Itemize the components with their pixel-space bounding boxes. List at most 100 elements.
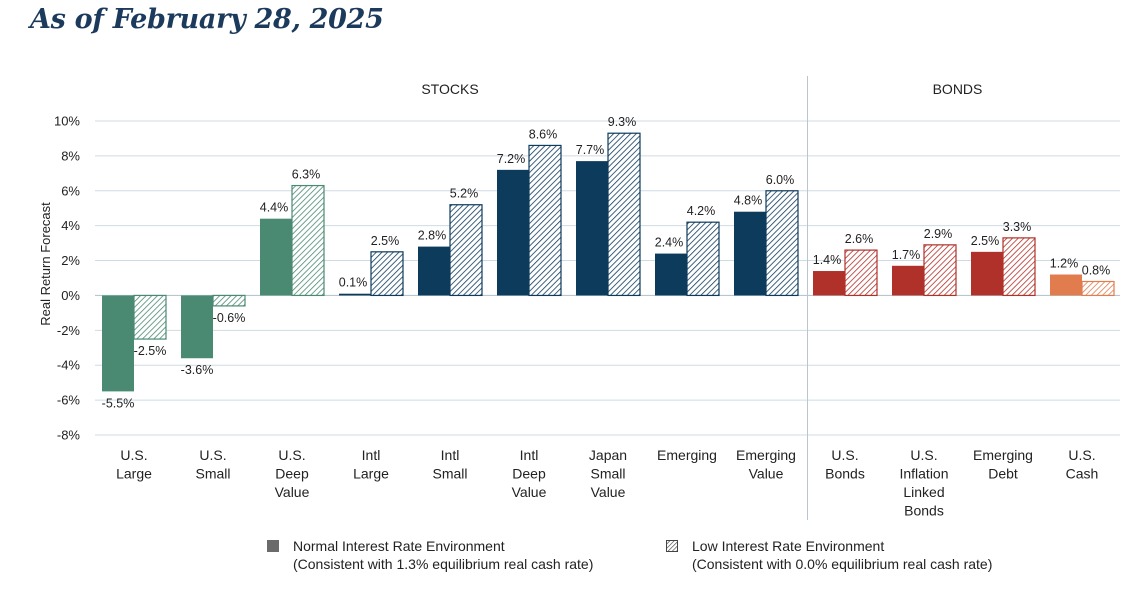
bar-low-rate — [923, 244, 957, 297]
data-label: 0.8% — [1082, 263, 1111, 277]
section-label: STOCKS — [421, 81, 478, 97]
legend-swatch-solid — [267, 540, 279, 552]
category-label: Cash — [1066, 466, 1099, 482]
category-label: Bonds — [825, 466, 865, 482]
data-label: 1.7% — [892, 248, 921, 262]
category-label: U.S. — [910, 447, 937, 463]
bar-low-rate — [607, 132, 641, 297]
data-label: 6.3% — [292, 168, 321, 182]
data-label: 3.3% — [1003, 220, 1032, 234]
y-tick-label: 8% — [61, 148, 80, 163]
data-label: -3.6% — [181, 363, 214, 377]
bar-low-rate — [370, 251, 404, 297]
bar-normal-rate — [181, 295, 213, 359]
category-label: Intl — [441, 447, 460, 463]
y-tick-label: 2% — [61, 253, 80, 268]
category-label: U.S. — [120, 447, 147, 463]
legend-note-normal: (Consistent with 1.3% equilibrium real c… — [293, 556, 594, 572]
y-tick-label: 6% — [61, 183, 80, 198]
category-label: U.S. — [831, 447, 858, 463]
category-label: Large — [116, 466, 152, 482]
category-label: Bonds — [904, 503, 944, 519]
bar-low-rate — [1002, 237, 1036, 297]
bar-low-rate — [844, 249, 878, 297]
category-label: Inflation — [899, 466, 948, 482]
bar-normal-rate — [418, 246, 450, 296]
data-label: 8.6% — [529, 127, 558, 141]
data-label: 1.4% — [813, 253, 842, 267]
bar-normal-rate — [734, 211, 766, 296]
y-tick-label: 10% — [54, 114, 80, 129]
category-label: Intl — [362, 447, 381, 463]
data-label: 9.3% — [608, 115, 637, 129]
data-label: -0.6% — [213, 311, 246, 325]
data-label: 2.6% — [845, 232, 874, 246]
data-label: 2.8% — [418, 229, 447, 243]
category-label: U.S. — [278, 447, 305, 463]
category-label: Large — [353, 466, 389, 482]
legend-label-normal: Normal Interest Rate Environment — [293, 538, 505, 554]
bar-normal-rate — [339, 293, 371, 296]
bar-normal-rate — [655, 253, 687, 296]
category-label: Deep — [275, 466, 309, 482]
data-label: 2.5% — [371, 234, 400, 248]
page-title: As of February 28, 2025 — [30, 4, 384, 35]
bar-low-rate — [449, 204, 483, 297]
category-label: Value — [275, 484, 310, 500]
category-label: Emerging — [657, 447, 717, 463]
category-label: Emerging — [736, 447, 796, 463]
section-label: BONDS — [933, 81, 983, 97]
bar-normal-rate — [102, 295, 134, 392]
legend-note-low: (Consistent with 0.0% equilibrium real c… — [692, 556, 993, 572]
data-label: 7.7% — [576, 143, 605, 157]
category-label: Intl — [520, 447, 539, 463]
data-label: 4.2% — [687, 204, 716, 218]
data-label: -5.5% — [102, 396, 135, 410]
category-label: Small — [195, 466, 230, 482]
bar-normal-rate — [813, 271, 845, 296]
data-label: 5.2% — [450, 187, 479, 201]
data-label: 2.5% — [971, 234, 1000, 248]
legend-label-low: Low Interest Rate Environment — [692, 538, 885, 554]
bar-low-rate — [1081, 280, 1115, 297]
category-label: Value — [512, 484, 547, 500]
bar-normal-rate — [576, 161, 608, 296]
bar-low-rate — [291, 184, 325, 297]
data-label: 7.2% — [497, 152, 526, 166]
y-tick-label: -4% — [57, 358, 81, 373]
bar-low-rate — [212, 294, 246, 307]
category-label: Debt — [988, 466, 1018, 482]
bar-normal-rate — [497, 169, 529, 296]
y-tick-label: 4% — [61, 218, 80, 233]
bar-low-rate — [133, 294, 167, 340]
category-label: Linked — [903, 484, 944, 500]
data-label: 0.1% — [339, 276, 368, 290]
category-label: Value — [591, 484, 626, 500]
category-label: Value — [749, 466, 784, 482]
bar-low-rate — [686, 221, 720, 297]
bar-normal-rate — [1050, 274, 1082, 296]
category-label: U.S. — [199, 447, 226, 463]
bar-normal-rate — [260, 218, 292, 296]
y-tick-label: -8% — [57, 428, 81, 443]
legend-swatch-hatched — [666, 540, 678, 552]
category-label: Japan — [589, 447, 627, 463]
y-tick-label: -2% — [57, 323, 81, 338]
data-label: 1.2% — [1050, 257, 1079, 271]
category-label: Small — [590, 466, 625, 482]
data-label: 2.9% — [924, 227, 953, 241]
bar-chart: 10% 8% 6% 4% 2% 0% -2% -4% -6% -8% Real Return For… — [38, 76, 1120, 520]
data-label: -2.5% — [134, 344, 167, 358]
data-label: 6.0% — [766, 173, 795, 187]
bar-normal-rate — [892, 265, 924, 296]
bar-normal-rate — [971, 251, 1003, 296]
data-label: 2.4% — [655, 236, 684, 250]
y-axis-label: Real Return Forecast — [38, 202, 53, 326]
category-label: Deep — [512, 466, 546, 482]
category-label: Emerging — [973, 447, 1033, 463]
bar-low-rate — [528, 144, 562, 297]
category-label: Small — [432, 466, 467, 482]
data-label: 4.4% — [260, 201, 289, 215]
category-label: U.S. — [1068, 447, 1095, 463]
y-tick-label: 0% — [61, 288, 80, 303]
